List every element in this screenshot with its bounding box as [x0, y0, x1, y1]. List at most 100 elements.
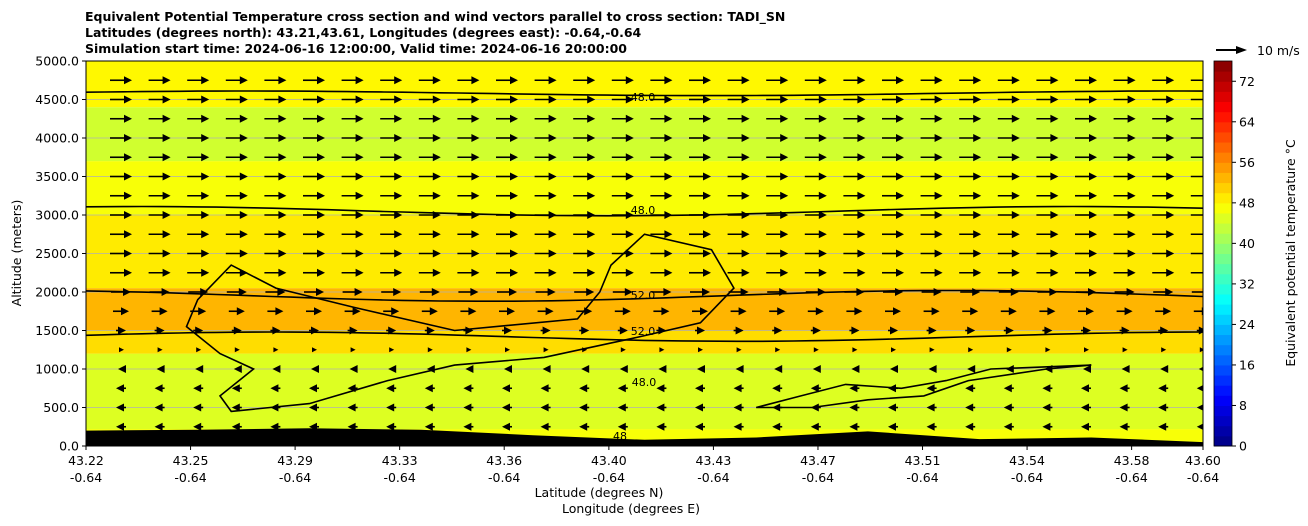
wind-arrow [619, 365, 628, 373]
wind-arrowhead [505, 347, 510, 353]
wind-arrow [997, 172, 1020, 181]
contour-lines [86, 90, 1203, 413]
wind-arrowhead [234, 347, 240, 353]
wind-arrowhead [548, 134, 557, 142]
wind-arrow [1152, 211, 1175, 219]
wind-arrowhead [1196, 404, 1203, 411]
wind-arrowhead [548, 191, 557, 200]
wind-arrow [1196, 326, 1203, 335]
wind-arrow [766, 172, 789, 181]
wind-arrowhead [424, 422, 433, 431]
y-axis-label: Altitude (meters) [9, 200, 24, 307]
colorbar-swatch [1214, 435, 1232, 447]
wind-arrow [959, 230, 982, 239]
wind-arrow [926, 403, 937, 412]
wind-arrow [611, 153, 634, 162]
wind-arrow [1036, 249, 1059, 258]
wind-arrowhead [201, 191, 210, 200]
wind-arrow [611, 172, 634, 181]
wind-arrowhead [154, 403, 163, 412]
wind-arrow [804, 153, 827, 162]
wind-arrowhead [471, 172, 480, 181]
wind-arrow [148, 95, 171, 104]
wind-arrow [882, 95, 904, 104]
wind-arrow [341, 268, 364, 277]
wind-arrow [1190, 98, 1203, 101]
wind-arrow [804, 249, 827, 258]
wind-arrowhead [162, 191, 171, 200]
wind-arrowhead [156, 365, 165, 373]
wind-arrow [154, 403, 165, 412]
wind-arrow [306, 307, 322, 316]
wind-arrowhead [581, 365, 590, 373]
wind-arrowhead [1121, 326, 1130, 335]
wind-arrow [1153, 288, 1174, 296]
wind-arrow [502, 326, 512, 335]
wind-arrowhead [818, 76, 827, 85]
wind-arrowhead [813, 347, 819, 353]
wind-arrowhead [394, 153, 403, 162]
wind-arrowhead [1011, 230, 1020, 239]
wind-arrowhead [1011, 76, 1020, 85]
wind-arrow [882, 268, 904, 277]
wind-arrow [496, 114, 518, 123]
wind-arrow [303, 134, 325, 142]
wind-arrow [187, 114, 210, 123]
colorbar-swatch [1214, 294, 1232, 305]
wind-arrow [540, 422, 551, 431]
wind-arrow [1191, 291, 1203, 293]
wind-arrow [612, 288, 633, 296]
wind-arrowhead [934, 172, 943, 181]
wind-arrowhead [317, 211, 325, 219]
wind-arrow [1152, 153, 1175, 162]
wind-arrowhead [857, 211, 866, 219]
wind-arrow [460, 307, 477, 316]
wind-arrow [303, 95, 325, 104]
wind-arrowhead [317, 172, 325, 181]
wind-arrow [767, 288, 788, 296]
wind-arrowhead [1050, 172, 1059, 181]
wind-arrowhead [196, 347, 202, 353]
wind-arrowhead [504, 326, 512, 335]
wind-arrowhead [1124, 307, 1133, 316]
wind-arrowhead [741, 76, 750, 85]
wind-arrow [736, 347, 742, 353]
wind-arrowhead [664, 211, 673, 219]
wind-arrow [419, 288, 440, 296]
wind-arrow [1075, 134, 1097, 142]
wind-arrowhead [1119, 422, 1128, 431]
wind-arrow [1119, 403, 1130, 412]
wind-arrowhead [934, 211, 943, 219]
wind-arrow [341, 191, 364, 200]
wind-arrow [148, 249, 171, 258]
wind-arrow [965, 384, 976, 393]
wind-arrowhead [349, 326, 358, 335]
wind-arrowhead [896, 211, 904, 219]
wind-arrowhead [741, 211, 750, 219]
wind-arrowhead [810, 384, 819, 393]
wind-arrow [534, 134, 557, 142]
wind-arrow [997, 114, 1020, 123]
x-tick-label-lon: -0.64 [1115, 470, 1147, 485]
wind-arrowhead [851, 326, 860, 335]
colorbar-tick-label: 8 [1239, 398, 1247, 413]
wind-arrow [457, 95, 480, 104]
wind-arrow [843, 249, 866, 258]
wind-arrow [458, 288, 479, 296]
wind-arrow [457, 249, 480, 258]
wind-arrow [727, 191, 750, 200]
wind-arrow [574, 288, 595, 296]
wind-arrowhead [1008, 307, 1017, 316]
wind-arrowhead [851, 365, 860, 373]
wind-arrowhead [896, 191, 904, 200]
wind-arrow [386, 384, 397, 393]
x-tick-label-lon: -0.64 [697, 470, 729, 485]
wind-arrow [116, 326, 126, 335]
wind-arrowhead [1166, 211, 1175, 219]
wind-arrowhead [703, 134, 711, 142]
wind-arrow [193, 422, 204, 431]
wind-arrow [1113, 172, 1136, 181]
wind-arrow [534, 191, 557, 200]
wind-arrowhead [774, 365, 783, 373]
wind-arrowhead [510, 95, 518, 104]
